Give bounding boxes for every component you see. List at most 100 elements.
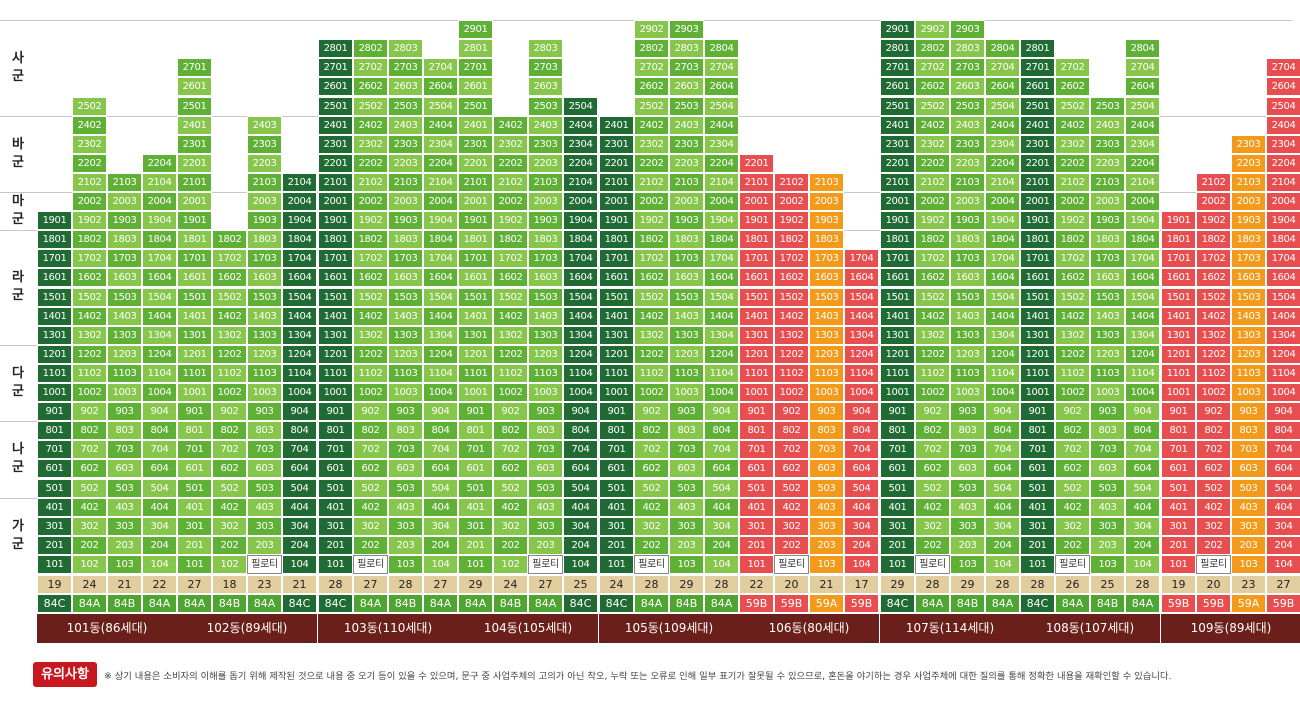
unit-cell: 803 bbox=[1090, 421, 1125, 441]
unit-cell: 1802 bbox=[212, 230, 247, 250]
unit-cell: 1801 bbox=[318, 230, 353, 250]
unit-cell: 502 bbox=[353, 478, 388, 498]
unit-cell: 1101 bbox=[739, 363, 774, 383]
unit-cell: 1003 bbox=[388, 383, 423, 403]
unit-cell: 201 bbox=[599, 535, 634, 555]
unit-cell: 2101 bbox=[880, 172, 915, 192]
unit-cell: 2003 bbox=[247, 192, 282, 212]
unit-cell: 1701 bbox=[599, 249, 634, 269]
unit-cell: 2003 bbox=[107, 192, 142, 212]
unit-cell: 1104 bbox=[563, 363, 598, 383]
unit-cell: 104 bbox=[423, 554, 458, 574]
unit-cell: 1003 bbox=[809, 383, 844, 403]
unit-cell: 2803 bbox=[388, 39, 423, 59]
unit-cell: 2603 bbox=[528, 77, 563, 97]
unit-cell: 104 bbox=[282, 554, 317, 574]
unit-cell: 1601 bbox=[177, 268, 212, 288]
unit-count: 29 bbox=[880, 575, 915, 594]
unit-cell: 1603 bbox=[1231, 268, 1266, 288]
unit-cell: 2804 bbox=[704, 39, 739, 59]
unit-cell: 2104 bbox=[282, 172, 317, 192]
unit-cell: 2004 bbox=[142, 192, 177, 212]
unit-cell: 1302 bbox=[493, 325, 528, 345]
unit-cell: 1203 bbox=[247, 344, 282, 364]
unit-type: 84A bbox=[247, 594, 282, 613]
unit-cell: 1102 bbox=[493, 363, 528, 383]
unit-cell: 401 bbox=[1020, 497, 1055, 517]
unit-cell: 1402 bbox=[1196, 306, 1231, 326]
unit-cell: 301 bbox=[318, 516, 353, 536]
unit-cell: 2001 bbox=[880, 192, 915, 212]
unit-cell: 1301 bbox=[37, 325, 72, 345]
unit-cell: 1001 bbox=[458, 383, 493, 403]
unit-cell: 401 bbox=[599, 497, 634, 517]
unit-count: 20 bbox=[1196, 575, 1231, 594]
unit-cell: 501 bbox=[177, 478, 212, 498]
unit-cell: 204 bbox=[563, 535, 598, 555]
unit-cell: 1104 bbox=[844, 363, 879, 383]
unit-cell: 503 bbox=[950, 478, 985, 498]
unit-cell: 604 bbox=[1266, 459, 1300, 479]
unit-cell: 1901 bbox=[1161, 211, 1196, 231]
unit-cell: 2601 bbox=[880, 77, 915, 97]
unit-cell: 1303 bbox=[107, 325, 142, 345]
unit-cell: 2203 bbox=[1231, 153, 1266, 173]
unit-cell: 303 bbox=[107, 516, 142, 536]
unit-cell: 1001 bbox=[318, 383, 353, 403]
unit-cell: 501 bbox=[1020, 478, 1055, 498]
unit-cell: 1302 bbox=[1055, 325, 1090, 345]
unit-cell: 2001 bbox=[318, 192, 353, 212]
unit-cell: 2901 bbox=[458, 20, 493, 40]
unit-cell: 2303 bbox=[950, 134, 985, 154]
unit-cell: 102 bbox=[493, 554, 528, 574]
unit-cell: 1003 bbox=[1090, 383, 1125, 403]
unit-cell: 1804 bbox=[563, 230, 598, 250]
unit-type: 84A bbox=[528, 594, 563, 613]
unit-cell: 1304 bbox=[282, 325, 317, 345]
unit-cell: 1401 bbox=[880, 306, 915, 326]
unit-cell: 1903 bbox=[1090, 211, 1125, 231]
unit-cell: 2401 bbox=[1020, 115, 1055, 135]
unit-cell: 603 bbox=[388, 459, 423, 479]
unit-cell: 1201 bbox=[599, 344, 634, 364]
unit-cell: 602 bbox=[353, 459, 388, 479]
unit-type: 84C bbox=[599, 594, 634, 613]
unit-cell: 1604 bbox=[142, 268, 177, 288]
unit-cell: 1002 bbox=[1196, 383, 1231, 403]
unit-cell: 2402 bbox=[1055, 115, 1090, 135]
unit-cell: 1504 bbox=[1266, 287, 1300, 307]
unit-cell: 1001 bbox=[739, 383, 774, 403]
unit-cell: 901 bbox=[37, 402, 72, 422]
unit-cell: 1102 bbox=[72, 363, 107, 383]
unit-cell: 1704 bbox=[1266, 249, 1300, 269]
unit-cell: 201 bbox=[1020, 535, 1055, 555]
unit-cell: 303 bbox=[388, 516, 423, 536]
unit-cell: 303 bbox=[1090, 516, 1125, 536]
unit-cell: 804 bbox=[142, 421, 177, 441]
unit-cell: 1402 bbox=[915, 306, 950, 326]
unit-cell: 2001 bbox=[458, 192, 493, 212]
unit-cell: 901 bbox=[599, 402, 634, 422]
unit-cell: 2201 bbox=[318, 153, 353, 173]
unit-cell: 1202 bbox=[212, 344, 247, 364]
unit-cell: 704 bbox=[985, 440, 1020, 460]
unit-cell: 1903 bbox=[107, 211, 142, 231]
unit-cell: 1401 bbox=[1020, 306, 1055, 326]
unit-cell: 2801 bbox=[318, 39, 353, 59]
unit-count: 28 bbox=[318, 575, 353, 594]
unit-cell: 303 bbox=[1231, 516, 1266, 536]
unit-cell: 1104 bbox=[1266, 363, 1300, 383]
unit-type: 84B bbox=[107, 594, 142, 613]
unit-cell: 1101 bbox=[177, 363, 212, 383]
pilotis-cell: 필로티 bbox=[1196, 554, 1231, 574]
unit-cell: 502 bbox=[1055, 478, 1090, 498]
unit-cell: 1403 bbox=[1231, 306, 1266, 326]
unit-cell: 204 bbox=[704, 535, 739, 555]
unit-cell: 1801 bbox=[37, 230, 72, 250]
unit-type: 84A bbox=[353, 594, 388, 613]
unit-cell: 302 bbox=[1196, 516, 1231, 536]
unit-cell: 801 bbox=[458, 421, 493, 441]
unit-cell: 1201 bbox=[318, 344, 353, 364]
unit-cell: 101 bbox=[739, 554, 774, 574]
unit-type: 84C bbox=[37, 594, 72, 613]
